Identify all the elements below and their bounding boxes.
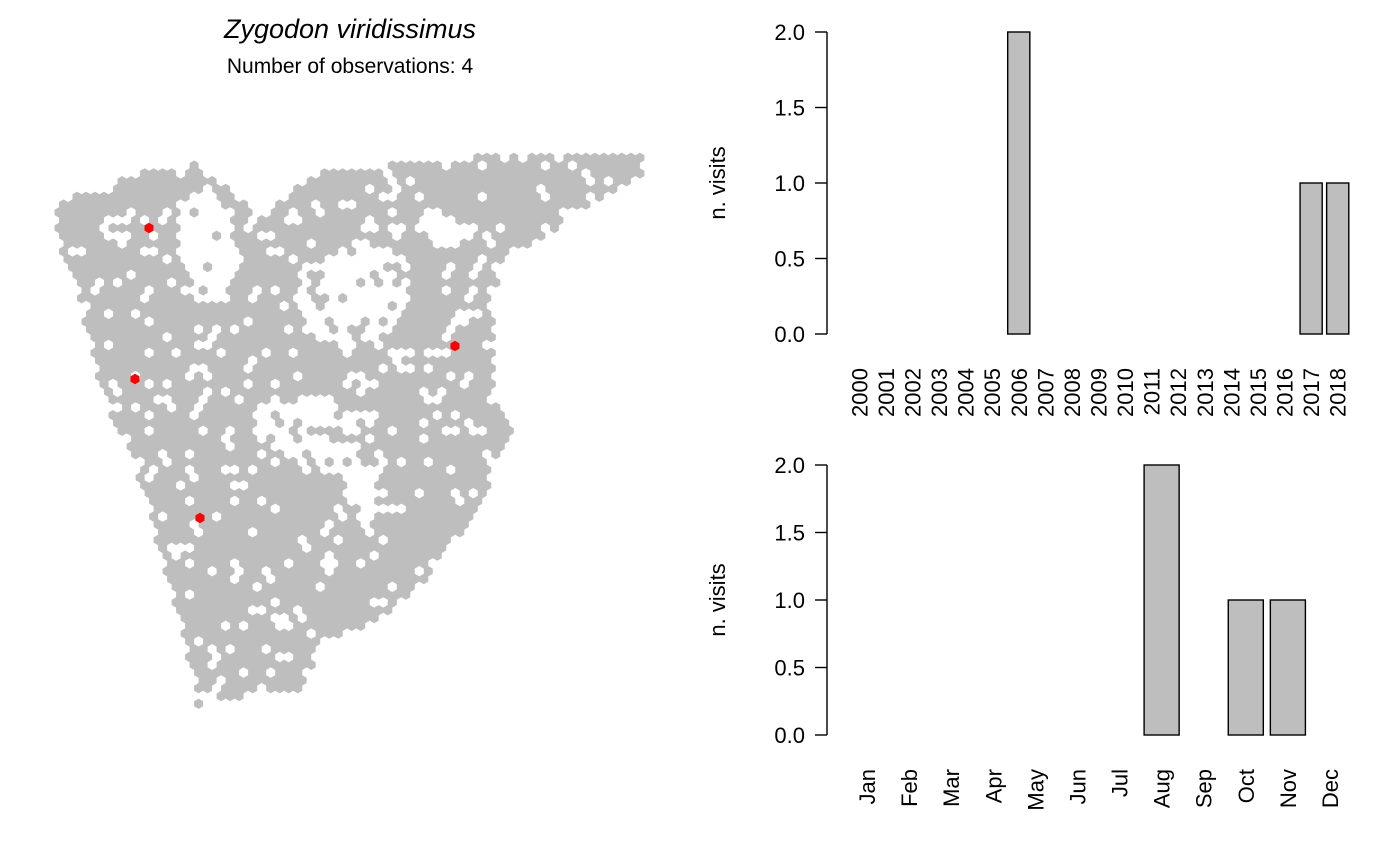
year-y-tick-label: 1.0 (774, 171, 805, 196)
land-hexes (54, 152, 645, 710)
month-x-tick-label: Oct (1234, 769, 1259, 803)
year-x-tick-label: 2018 (1326, 368, 1351, 417)
month-y-tick-label: 0.5 (774, 656, 805, 681)
year-x-tick-label: 2008 (1060, 368, 1085, 417)
year-x-tick-label: 2004 (954, 368, 979, 417)
year-y-axis-label: n. visits (705, 146, 730, 219)
year-x-tick-label: 2007 (1033, 368, 1058, 417)
year-x-tick-label: 2003 (927, 368, 952, 417)
year-x-tick-label: 2002 (900, 368, 925, 417)
month-x-tick-label: Nov (1276, 769, 1301, 808)
month-x-tick-label: May (1023, 769, 1048, 811)
month-x-tick-label: Jan (855, 769, 880, 804)
month-x-tick-label: Jul (1108, 769, 1133, 797)
land-area (54, 152, 645, 710)
year-x-tick-label: 2006 (1007, 368, 1032, 417)
year-x-tick-label: 2005 (980, 368, 1005, 417)
month-y-tick-label: 2.0 (774, 453, 805, 478)
map-panel: Zygodon viridissimus Number of observati… (54, 14, 645, 710)
observation-point (130, 373, 140, 385)
month-x-tick-label: Feb (897, 769, 922, 807)
year-x-tick-label: 2014 (1219, 368, 1244, 417)
month-x-tick-label: Mar (939, 769, 964, 807)
month-bar-Oct (1227, 599, 1265, 736)
month-y-tick-label: 0.0 (774, 723, 805, 748)
year-x-tick-label: 2010 (1113, 368, 1138, 417)
year-x-tick-label: 2016 (1273, 368, 1298, 417)
observation-point (450, 340, 460, 352)
observation-count-subtitle: Number of observations: 4 (226, 55, 474, 78)
observation-points (130, 222, 460, 524)
visits-by-year-chart: 0.0 0.5 1.0 1.5 2.0 n. visits 2000 2001 2002 2003… (705, 20, 1351, 417)
year-bar-2006 (1006, 31, 1031, 335)
month-y-tick-label: 1.5 (774, 521, 805, 546)
year-x-tick-label: 2011 (1140, 368, 1165, 415)
year-x-tick-label: 2012 (1166, 368, 1191, 417)
month-x-tick-label: Apr (981, 769, 1006, 803)
month-y-axis-label: n. visits (705, 563, 730, 636)
observation-point (144, 222, 154, 234)
year-x-tick-label: 2009 (1087, 368, 1112, 417)
year-bar-2017 (1299, 182, 1323, 335)
month-y-tick-label: 1.0 (774, 588, 805, 613)
year-y-tick-label: 0.5 (774, 247, 805, 272)
species-title: Zygodon viridissimus (223, 14, 477, 44)
observation-point (195, 512, 205, 524)
month-x-tick-label: Aug (1150, 769, 1175, 808)
year-y-tick-label: 2.0 (774, 20, 805, 45)
year-x-tick-label: 2017 (1299, 368, 1324, 417)
year-bar-2018 (1325, 182, 1350, 335)
year-x-tick-label: 2013 (1193, 368, 1218, 417)
month-x-tick-label: Dec (1318, 769, 1343, 808)
visits-by-month-chart: 0.0 0.5 1.0 1.5 2.0 n. visits Jan Feb Mar Apr May J… (705, 453, 1343, 811)
year-y-tick-label: 1.5 (774, 96, 805, 121)
hex-map (54, 152, 645, 710)
month-bar-Aug (1143, 464, 1180, 736)
year-x-tick-label: 2000 (847, 368, 872, 417)
month-x-tick-label: Jun (1065, 769, 1090, 804)
year-x-tick-label: 2001 (874, 368, 899, 417)
year-y-tick-label: 0.0 (774, 322, 805, 347)
month-x-tick-label: Sep (1192, 769, 1217, 808)
year-x-tick-label: 2015 (1246, 368, 1271, 417)
month-bar-Nov (1269, 599, 1307, 736)
